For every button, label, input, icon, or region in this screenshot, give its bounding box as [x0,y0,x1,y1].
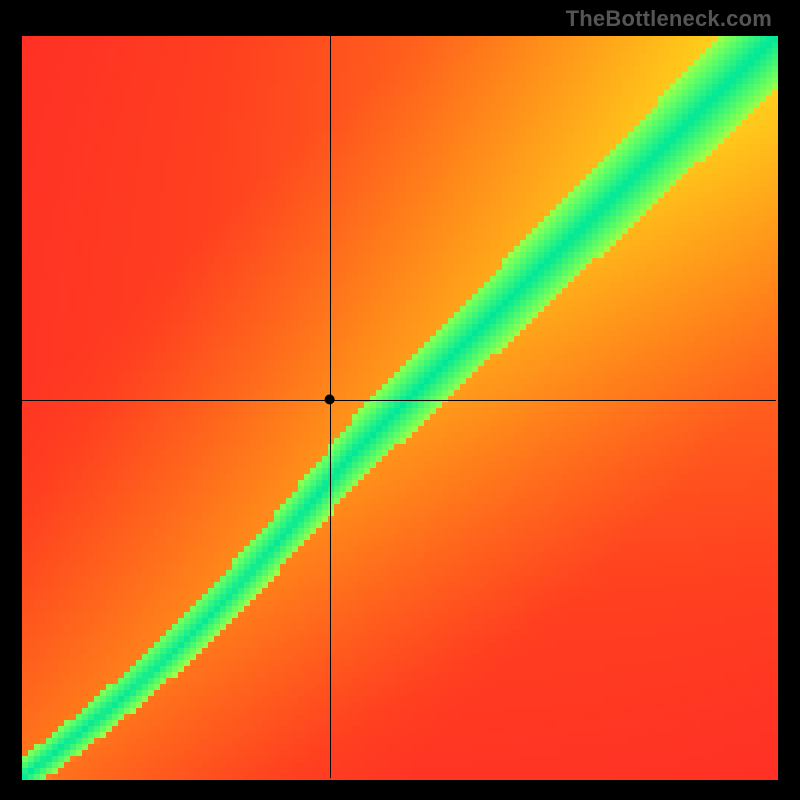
bottleneck-heatmap [0,0,800,800]
chart-container: TheBottleneck.com [0,0,800,800]
watermark-text: TheBottleneck.com [566,6,772,32]
